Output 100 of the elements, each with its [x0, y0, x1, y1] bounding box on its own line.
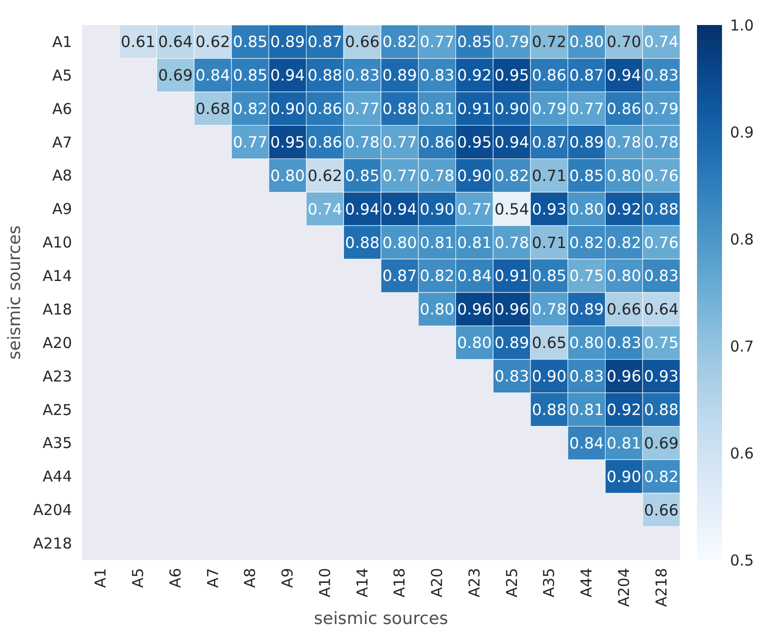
data-label: 0.83: [644, 267, 679, 286]
data-label: 0.96: [457, 300, 492, 319]
color-bar-label: 0.7: [730, 337, 754, 356]
data-label: 0.89: [569, 300, 604, 319]
data-label: 0.76: [644, 166, 679, 185]
data-label: 0.88: [345, 234, 380, 252]
color-bar-label: 0.8: [730, 230, 754, 248]
data-label: 0.82: [420, 267, 454, 286]
x-tick-label: A1: [92, 568, 110, 588]
x-tick-label: A44: [578, 568, 596, 598]
x-tick-label: A9: [278, 568, 297, 588]
color-bar-label: 0.9: [730, 123, 754, 142]
data-label: 0.85: [345, 166, 380, 185]
data-label: 0.82: [569, 234, 604, 252]
data-label: 0.85: [532, 267, 566, 286]
data-label: 0.95: [494, 66, 530, 85]
data-label: 0.66: [606, 300, 642, 319]
data-label: 0.95: [270, 133, 305, 152]
y-tick-label: A10: [42, 234, 72, 252]
data-label: 0.91: [494, 267, 530, 286]
data-label: 0.76: [644, 234, 679, 252]
x-tick-label: A23: [465, 568, 484, 598]
data-label: 0.94: [270, 66, 305, 85]
data-label: 0.81: [606, 434, 642, 452]
color-bar-label: 0.6: [730, 444, 754, 462]
data-label: 0.61: [120, 33, 156, 52]
data-label: 0.78: [494, 234, 530, 252]
x-tick-label: A218: [652, 568, 670, 607]
data-label: 0.90: [270, 100, 305, 118]
data-label: 0.77: [345, 100, 380, 118]
data-label: 0.83: [606, 334, 642, 352]
y-tick-label: A9: [52, 200, 72, 218]
data-label: 0.75: [569, 267, 604, 286]
data-label: 0.81: [420, 234, 454, 252]
data-label: 0.88: [644, 200, 679, 218]
data-label: 0.87: [382, 267, 417, 286]
data-label: 0.74: [308, 200, 342, 218]
y-tick-label: A25: [42, 400, 72, 419]
data-label: 0.92: [606, 400, 642, 419]
x-axis-title: seismic sources: [314, 609, 448, 629]
data-label: 0.92: [606, 200, 642, 218]
data-label: 0.78: [420, 166, 454, 185]
data-label: 0.62: [196, 33, 230, 52]
data-label: 0.80: [457, 334, 492, 352]
y-axis-title: seismic sources: [5, 225, 25, 360]
data-label: 0.78: [532, 300, 566, 319]
x-tick-label: A35: [540, 568, 558, 598]
y-tick-label: A35: [42, 434, 72, 452]
data-label: 0.77: [382, 133, 417, 152]
y-tick-label: A6: [52, 100, 72, 118]
data-label: 0.86: [606, 100, 642, 118]
data-label: 0.89: [569, 133, 604, 152]
data-label: 0.70: [606, 33, 642, 52]
data-label: 0.78: [345, 133, 380, 152]
data-label: 0.81: [420, 100, 454, 118]
data-label: 0.89: [382, 66, 417, 85]
data-label: 0.80: [606, 166, 642, 185]
data-label: 0.83: [420, 66, 454, 85]
x-tick-label: A6: [166, 568, 184, 588]
data-label: 0.93: [644, 368, 679, 386]
data-label: 0.88: [644, 400, 679, 419]
data-label: 0.83: [644, 66, 679, 85]
data-label: 0.90: [606, 468, 642, 486]
data-label: 0.96: [606, 368, 642, 386]
data-label: 0.96: [494, 300, 530, 319]
x-tick-label: A18: [390, 568, 409, 598]
y-tick-label: A14: [42, 267, 72, 286]
data-label: 0.90: [532, 368, 566, 386]
data-label: 0.62: [308, 166, 342, 185]
data-label: 0.80: [420, 300, 454, 319]
y-tick-label: A18: [42, 300, 72, 318]
data-label: 0.85: [457, 33, 492, 52]
y-tick-label: A7: [52, 133, 72, 152]
data-label: 0.77: [382, 166, 417, 185]
y-tick-label: A5: [52, 66, 72, 84]
data-label: 0.80: [382, 234, 417, 252]
data-label: 0.77: [569, 100, 604, 118]
x-tick-label: A25: [502, 568, 521, 598]
data-label: 0.82: [232, 100, 268, 118]
data-label: 0.85: [232, 66, 268, 85]
data-label: 0.87: [532, 133, 566, 152]
data-label: 0.82: [606, 234, 642, 252]
data-label: 0.89: [270, 33, 305, 52]
x-tick-label: A10: [316, 568, 334, 598]
data-label: 0.77: [232, 133, 268, 152]
data-label: 0.79: [532, 100, 566, 118]
data-label: 0.86: [308, 100, 342, 118]
data-label: 0.79: [494, 33, 530, 52]
y-tick-label: A23: [42, 367, 72, 386]
data-label: 0.94: [606, 66, 642, 85]
data-label: 0.88: [382, 100, 417, 118]
data-label: 0.86: [420, 133, 454, 152]
data-label: 0.89: [494, 334, 530, 352]
data-label: 0.54: [494, 200, 530, 218]
data-label: 0.80: [569, 200, 604, 218]
data-label: 0.82: [644, 468, 679, 486]
data-label: 0.85: [569, 166, 604, 185]
x-tick-label: A8: [241, 568, 260, 588]
color-bar-label: 1.0: [730, 16, 754, 34]
data-label: 0.85: [232, 33, 268, 52]
